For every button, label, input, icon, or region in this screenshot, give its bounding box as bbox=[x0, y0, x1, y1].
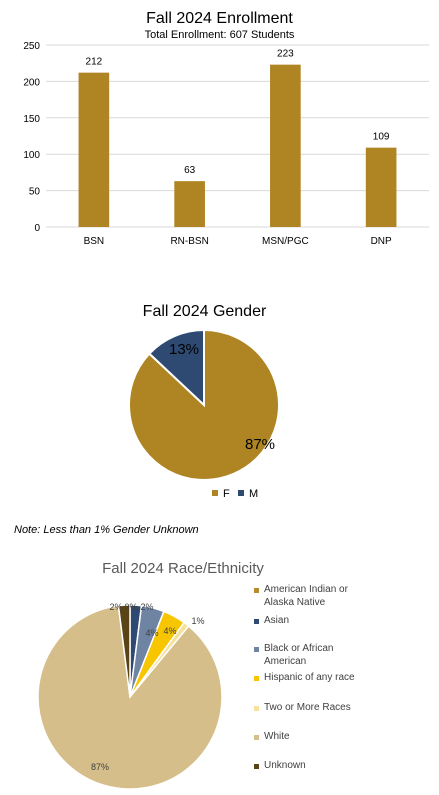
legend-swatch bbox=[238, 490, 244, 496]
enrollment-chart-title: Fall 2024 Enrollment bbox=[146, 10, 293, 27]
legend-label: M bbox=[249, 488, 258, 500]
enrollment-bar-chart: 0 50 100 150 200 250 212 BSN 63 RN-BSN 223 MSN/PGC 1… bbox=[23, 41, 429, 247]
gender-pie-chart: 87% 13% F M bbox=[128, 328, 280, 500]
y-tick-label: 50 bbox=[29, 187, 41, 198]
legend-item: Black or African American bbox=[254, 642, 374, 668]
y-tick-label: 100 bbox=[23, 150, 40, 161]
enrollment-chart-subtitle: Total Enrollment: 607 Students bbox=[144, 29, 295, 41]
bar-rn-bsn bbox=[174, 181, 205, 227]
data-label: 87% bbox=[245, 436, 275, 453]
y-tick-label: 0 bbox=[34, 223, 40, 234]
y-tick-label: 250 bbox=[23, 41, 40, 52]
legend-swatch bbox=[254, 588, 259, 593]
data-label: 2% bbox=[109, 602, 122, 612]
data-label: 2% bbox=[140, 602, 153, 612]
legend-swatch bbox=[254, 706, 259, 711]
data-label: 1% bbox=[191, 616, 204, 626]
legend-label: White bbox=[264, 731, 290, 742]
data-label: 87% bbox=[91, 762, 109, 772]
legend-item: Unknown bbox=[254, 759, 374, 772]
data-label: 212 bbox=[86, 57, 103, 68]
y-tick-label: 200 bbox=[23, 77, 40, 88]
bar-bsn bbox=[78, 72, 110, 227]
legend-swatch bbox=[254, 735, 259, 740]
race-chart-title: Fall 2024 Race/Ethnicity bbox=[102, 560, 264, 577]
legend-label: Two or More Races bbox=[264, 702, 351, 713]
x-tick-label: BSN bbox=[84, 236, 105, 247]
legend-item: White bbox=[254, 730, 374, 743]
gender-note: Note: Less than 1% Gender Unknown bbox=[14, 524, 199, 536]
x-tick-label: MSN/PGC bbox=[262, 236, 309, 247]
legend-label: Black or African American bbox=[264, 643, 334, 667]
legend-label: Hispanic of any race bbox=[264, 672, 355, 683]
legend-label: American Indian or Alaska Native bbox=[264, 584, 348, 608]
legend-label: F bbox=[223, 488, 230, 500]
data-label: 4% bbox=[163, 626, 176, 636]
data-label: 0% bbox=[124, 602, 137, 612]
legend-item: American Indian or Alaska Native bbox=[254, 583, 374, 609]
x-tick-label: DNP bbox=[371, 236, 392, 247]
legend-swatch bbox=[254, 647, 259, 652]
bar-msn-pgc bbox=[270, 64, 301, 227]
y-tick-label: 150 bbox=[23, 114, 40, 125]
data-label: 63 bbox=[184, 165, 196, 176]
legend-item: Asian bbox=[254, 614, 374, 627]
data-label: 13% bbox=[169, 341, 199, 358]
gender-chart-title: Fall 2024 Gender bbox=[142, 303, 267, 320]
data-label: 4% bbox=[145, 628, 158, 638]
pie-slice bbox=[117, 604, 131, 698]
legend-swatch bbox=[254, 619, 259, 624]
legend-label: Unknown bbox=[264, 760, 306, 771]
race-pie-chart: 0% 2% 4% 4% 1% 87% 2% bbox=[37, 602, 223, 790]
legend-swatch bbox=[254, 764, 259, 769]
legend-item: Hispanic of any race bbox=[254, 671, 374, 684]
pie-slice bbox=[147, 328, 205, 408]
data-label: 223 bbox=[277, 49, 294, 60]
data-label: 109 bbox=[373, 132, 390, 143]
bar-dnp bbox=[365, 147, 397, 227]
x-tick-label: RN-BSN bbox=[170, 236, 208, 247]
legend-label: Asian bbox=[264, 615, 290, 626]
legend-item: Two or More Races bbox=[254, 701, 374, 714]
legend-swatch bbox=[212, 490, 218, 496]
pie-slice bbox=[37, 604, 223, 790]
legend-swatch bbox=[254, 676, 259, 681]
